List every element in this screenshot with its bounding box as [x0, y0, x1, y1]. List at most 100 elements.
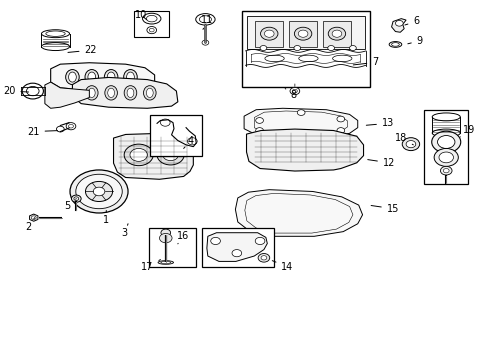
Ellipse shape	[161, 261, 170, 264]
Text: 13: 13	[366, 118, 393, 128]
Circle shape	[261, 256, 266, 260]
Circle shape	[331, 30, 341, 37]
Polygon shape	[29, 214, 38, 221]
Ellipse shape	[88, 88, 95, 98]
Bar	[246, 16, 364, 49]
Text: 8: 8	[285, 89, 296, 100]
Circle shape	[146, 27, 156, 34]
Text: 21: 21	[27, 127, 58, 136]
Polygon shape	[72, 77, 178, 108]
Circle shape	[149, 28, 154, 32]
Circle shape	[294, 27, 311, 40]
Ellipse shape	[298, 55, 317, 62]
Circle shape	[260, 45, 266, 50]
Text: 19: 19	[459, 125, 474, 137]
Circle shape	[297, 110, 305, 116]
Text: 7: 7	[352, 57, 378, 67]
Ellipse shape	[68, 72, 76, 82]
Text: 17: 17	[141, 260, 160, 272]
Text: 6: 6	[404, 17, 419, 27]
Ellipse shape	[195, 14, 215, 25]
Circle shape	[68, 125, 73, 128]
Text: 15: 15	[370, 204, 398, 214]
Polygon shape	[246, 129, 363, 171]
Bar	[424, 110, 467, 184]
Text: 10: 10	[135, 10, 147, 20]
Ellipse shape	[126, 72, 134, 82]
Polygon shape	[113, 134, 193, 179]
Ellipse shape	[127, 88, 134, 98]
Text: 20: 20	[3, 86, 28, 96]
Ellipse shape	[158, 261, 173, 264]
Circle shape	[85, 181, 112, 202]
Circle shape	[395, 21, 403, 26]
Circle shape	[93, 187, 104, 196]
Ellipse shape	[146, 15, 157, 22]
Circle shape	[161, 229, 170, 236]
Circle shape	[255, 118, 263, 123]
Circle shape	[402, 138, 419, 150]
Ellipse shape	[104, 86, 117, 100]
Polygon shape	[391, 19, 405, 32]
Circle shape	[293, 45, 300, 50]
Circle shape	[56, 126, 64, 132]
Text: 5: 5	[64, 199, 76, 211]
Ellipse shape	[199, 16, 211, 23]
Bar	[322, 21, 350, 46]
Circle shape	[22, 83, 43, 99]
Bar	[241, 12, 369, 87]
Circle shape	[187, 138, 197, 145]
Circle shape	[431, 131, 460, 153]
Circle shape	[70, 170, 128, 213]
Circle shape	[327, 45, 334, 50]
Polygon shape	[206, 233, 267, 261]
Circle shape	[443, 168, 448, 173]
Polygon shape	[45, 82, 89, 108]
Ellipse shape	[41, 30, 69, 38]
Circle shape	[76, 174, 122, 209]
Text: 1: 1	[103, 211, 109, 225]
Text: 3: 3	[122, 224, 128, 238]
Ellipse shape	[41, 42, 69, 50]
Circle shape	[349, 45, 356, 50]
Circle shape	[202, 40, 208, 45]
Circle shape	[31, 216, 36, 220]
Circle shape	[292, 89, 297, 93]
Text: 9: 9	[407, 36, 422, 46]
Ellipse shape	[88, 72, 96, 82]
Circle shape	[440, 166, 451, 175]
Text: 4: 4	[183, 136, 194, 148]
Text: 11: 11	[201, 15, 213, 30]
Ellipse shape	[104, 69, 118, 85]
Ellipse shape	[143, 86, 156, 100]
Circle shape	[327, 27, 345, 40]
Text: 12: 12	[367, 158, 394, 168]
Ellipse shape	[85, 86, 98, 100]
Circle shape	[74, 197, 79, 201]
Circle shape	[438, 152, 452, 163]
Bar	[202, 228, 273, 267]
Circle shape	[260, 27, 277, 40]
Text: 18: 18	[394, 133, 412, 145]
Bar	[288, 21, 317, 46]
Circle shape	[66, 123, 76, 130]
Circle shape	[336, 128, 344, 134]
Circle shape	[130, 148, 147, 161]
Bar	[134, 11, 169, 37]
Circle shape	[157, 145, 184, 165]
Text: 14: 14	[272, 261, 293, 272]
Bar	[255, 21, 283, 46]
Ellipse shape	[46, 31, 65, 36]
Ellipse shape	[431, 129, 459, 137]
Circle shape	[258, 253, 269, 262]
Text: 2: 2	[25, 218, 35, 231]
Circle shape	[405, 140, 415, 148]
Circle shape	[231, 249, 241, 257]
Ellipse shape	[332, 55, 351, 62]
Ellipse shape	[388, 41, 401, 47]
Polygon shape	[244, 108, 357, 138]
Bar	[148, 228, 196, 267]
Circle shape	[210, 237, 220, 244]
Circle shape	[255, 237, 264, 244]
Ellipse shape	[146, 88, 153, 98]
